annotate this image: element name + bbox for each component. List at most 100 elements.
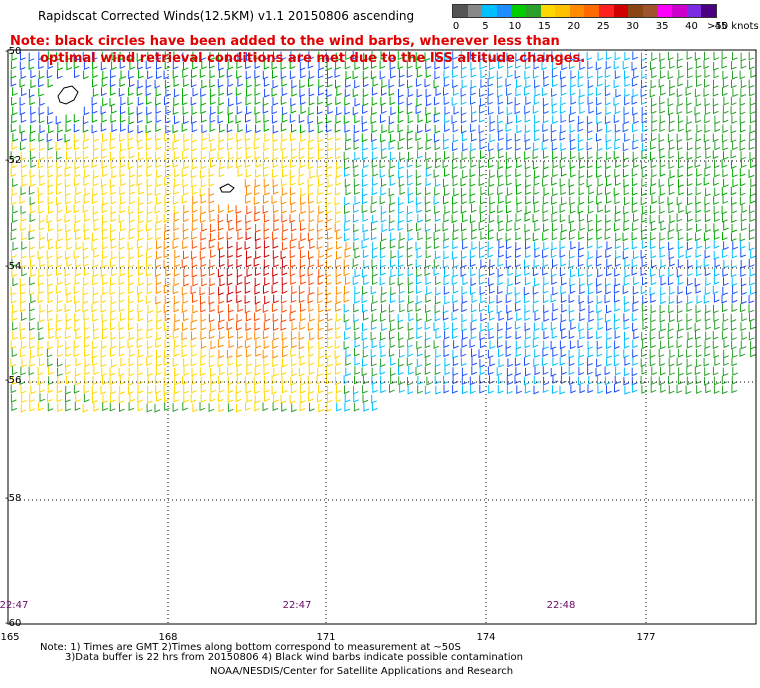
wind-barb [109,151,116,161]
wind-barb [640,196,647,206]
wind-barb [633,276,639,286]
wind-barb [570,384,577,394]
wind-barb [533,331,540,340]
wind-barb [533,177,540,186]
wind-barb [668,123,675,133]
wind-barb [362,70,369,80]
wind-barb [254,277,261,287]
wind-barb [525,195,531,205]
wind-barb [191,106,198,116]
wind-barb [363,276,369,286]
wind-barb [588,375,594,385]
wind-barb [28,231,35,241]
wind-barb [568,259,575,269]
wind-barb [651,123,657,133]
wind-barb [12,304,18,314]
wind-barb [30,106,36,115]
wind-barb [623,376,630,386]
wind-barb [425,177,432,187]
wind-barb [138,267,144,276]
wind-barb [713,69,720,79]
wind-barb [606,259,612,268]
wind-barb [146,250,152,259]
wind-barb [362,249,369,259]
wind-barb [489,52,495,61]
wind-barb [496,70,503,80]
wind-barb [173,231,180,241]
wind-barb [236,321,242,331]
wind-barb [228,330,234,339]
wind-barb [28,52,35,62]
wind-barb [10,294,17,304]
wind-barb [525,141,531,151]
wind-barb [326,114,332,124]
wind-barb [208,195,215,204]
wind-barb [587,169,593,179]
wind-barb [325,303,332,312]
wind-barb [695,285,702,294]
wind-barb [442,304,449,314]
wind-barb [47,51,54,60]
wind-barb [345,367,351,377]
wind-barb [624,70,630,80]
wind-barb [723,178,729,188]
note-line-2: optimal wind retrieval conditions are me… [40,51,586,66]
wind-barb [624,357,631,366]
wind-barb [12,106,18,116]
wind-barb [57,132,63,142]
wind-barb [730,106,737,115]
wind-barb [694,366,701,376]
wind-barb [497,79,503,89]
wind-barb [631,367,638,377]
wind-barb [227,249,233,259]
wind-barb [156,61,162,70]
wind-barb [47,277,53,287]
wind-barb [298,114,305,124]
wind-barb [20,141,26,151]
wind-barb [272,240,279,249]
wind-barb [46,150,53,160]
wind-barb [146,106,152,116]
wind-barb [201,277,207,287]
wind-barb [217,222,224,231]
wind-barb [255,250,261,260]
wind-barb [38,114,45,124]
wind-barb [172,240,179,250]
wind-barb [460,187,467,197]
wind-barb [183,78,189,88]
wind-barb [361,294,368,304]
wind-barb [632,123,638,133]
wind-barb [91,51,98,61]
wind-barb [623,169,629,178]
wind-barb [263,178,270,188]
wind-barb [65,160,72,170]
wind-barb [100,358,107,368]
wind-barb [561,276,567,286]
wind-barb [480,213,486,223]
wind-barb [91,349,98,359]
wind-barb [326,97,333,106]
wind-barb [515,249,521,259]
wind-barbs [10,51,757,413]
wind-barb [453,223,459,233]
wind-barb [622,159,629,168]
wind-barb [515,178,522,188]
wind-barb [164,79,171,89]
wind-barb [183,385,189,394]
wind-barb [487,78,494,87]
wind-barb [370,204,377,214]
wind-barb [363,403,370,412]
wind-barb [74,160,81,170]
wind-barb [497,375,504,385]
wind-barb [127,132,134,141]
wind-barb [416,249,423,259]
wind-barb [210,106,216,115]
wind-barb [245,141,251,151]
wind-barb [668,178,674,187]
wind-barb [461,195,467,205]
wind-barb [272,276,279,285]
wind-barb [300,124,306,134]
wind-barb [740,60,747,69]
wind-barb [578,249,584,258]
wind-barb [37,348,44,357]
